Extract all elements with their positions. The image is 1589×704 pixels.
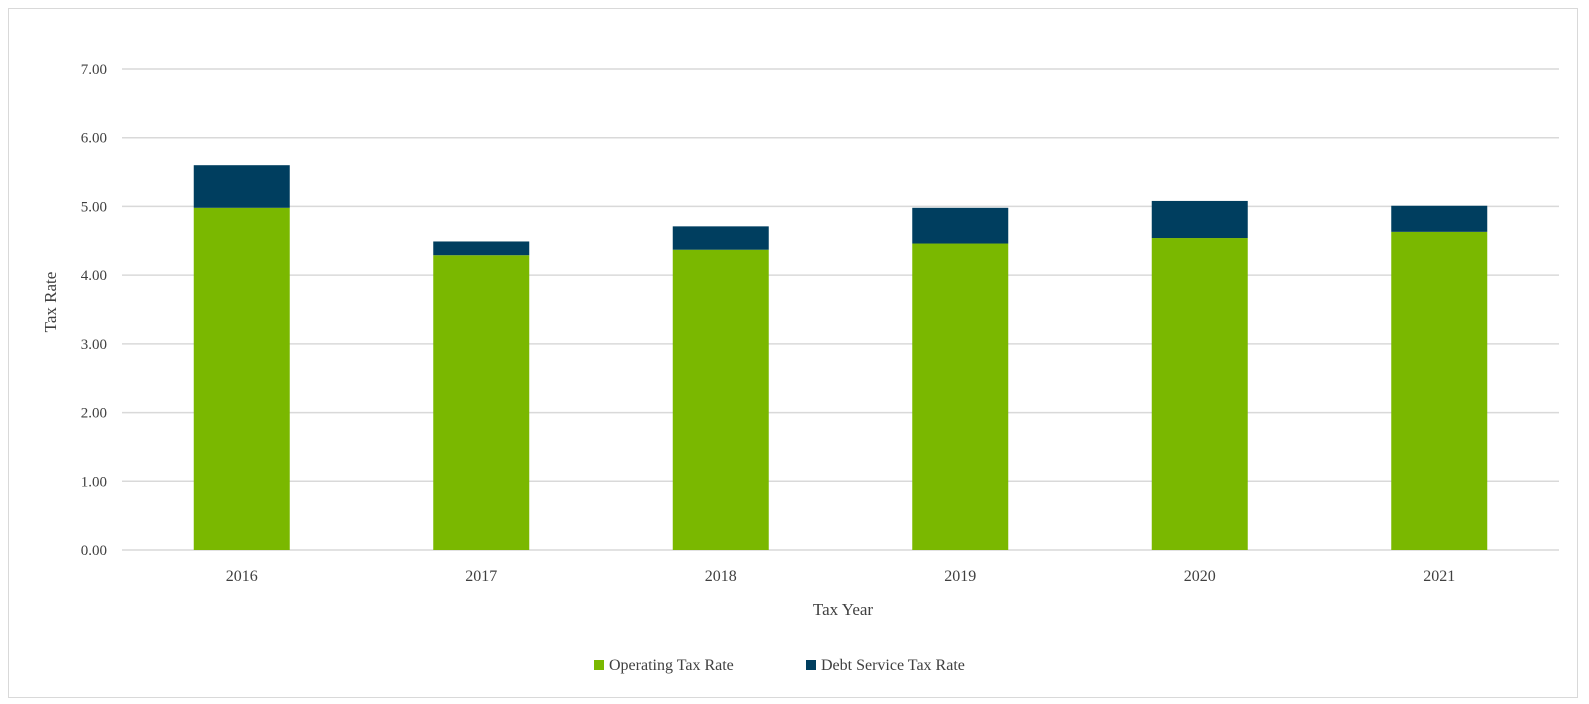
x-tick-label: 2019 — [944, 568, 976, 585]
bar-operating-2019 — [912, 243, 1009, 550]
bar-debt-service-2021 — [1391, 205, 1488, 232]
y-tick-label: 3.00 — [81, 337, 107, 353]
y-tick-label: 6.00 — [81, 131, 107, 147]
legend-label: Operating Tax Rate — [609, 657, 734, 674]
gridlines — [122, 68, 1559, 551]
y-axis-title: Tax Rate — [41, 272, 60, 333]
bar-operating-2020 — [1151, 238, 1248, 550]
stacked-bar-chart: 0.001.002.003.004.005.006.007.00 2016 201… — [41, 62, 1559, 674]
y-tick-label: 0.00 — [81, 543, 107, 559]
y-tick-label: 4.00 — [81, 268, 107, 284]
x-axis-tick-labels: 2016 2017 2018 2019 2020 2021 — [226, 568, 1456, 585]
x-tick-label: 2016 — [226, 568, 258, 585]
bar-debt-service-2019 — [912, 207, 1009, 244]
x-tick-label: 2020 — [1184, 568, 1216, 585]
x-axis-title: Tax Year — [813, 600, 874, 619]
y-tick-label: 7.00 — [81, 62, 107, 78]
bar-operating-2021 — [1391, 231, 1488, 551]
y-axis-tick-labels: 0.00 1.00 2.00 3.00 4.00 5.00 6.00 7.00 — [81, 62, 107, 559]
x-tick-label: 2017 — [465, 568, 497, 585]
legend-swatch — [806, 660, 816, 670]
x-tick-label: 2018 — [705, 568, 737, 585]
bar-debt-service-2017 — [433, 241, 530, 256]
legend-label: Debt Service Tax Rate — [821, 657, 965, 674]
x-tick-label: 2021 — [1423, 568, 1455, 585]
legend: Operating Tax Rate Debt Service Tax Rate — [594, 657, 965, 674]
y-tick-label: 1.00 — [81, 474, 107, 490]
legend-swatch — [594, 660, 604, 670]
bar-debt-service-2018 — [672, 226, 769, 250]
chart-frame: 0.00 1.00 2.00 3.00 4.00 5.00 6.00 7.00 2016 201… — [8, 8, 1578, 698]
y-tick-label: 5.00 — [81, 199, 107, 215]
bar-debt-service-2016 — [193, 165, 290, 208]
bar-operating-2018 — [672, 249, 769, 550]
bars — [193, 165, 1488, 551]
bar-operating-2017 — [433, 255, 530, 551]
bar-operating-2016 — [193, 207, 290, 550]
y-tick-label: 2.00 — [81, 406, 107, 422]
bar-debt-service-2020 — [1151, 200, 1248, 239]
